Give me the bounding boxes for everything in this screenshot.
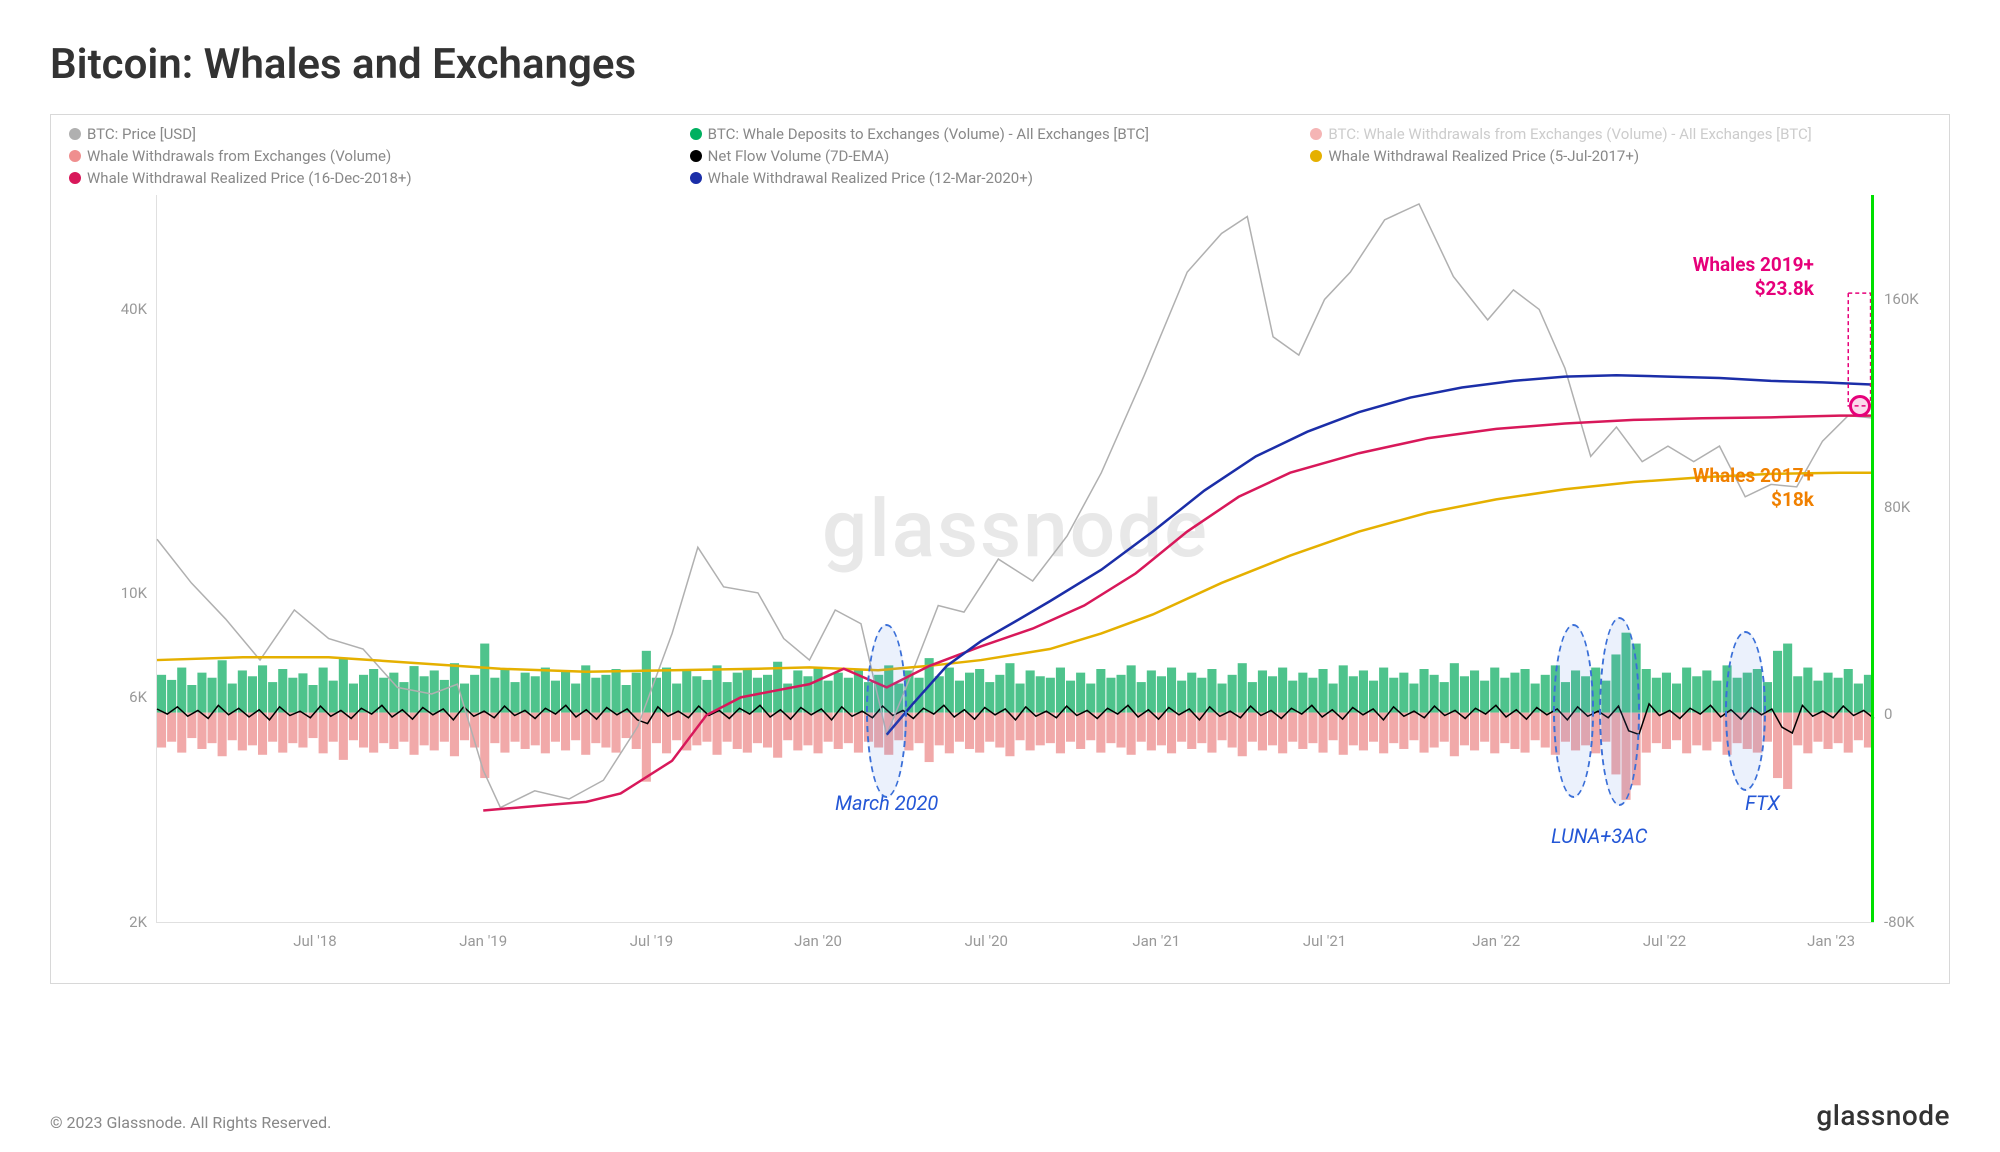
x-axis-tick: Jan '20 bbox=[794, 932, 842, 950]
legend-item: BTC: Whale Withdrawals from Exchanges (V… bbox=[1310, 125, 1931, 143]
legend-swatch bbox=[69, 128, 81, 140]
legend-label: Whale Withdrawal Realized Price (16-Dec-… bbox=[87, 169, 412, 187]
legend-item: Net Flow Volume (7D-EMA) bbox=[690, 147, 1311, 165]
legend-swatch bbox=[690, 128, 702, 140]
legend-swatch bbox=[69, 172, 81, 184]
legend-swatch bbox=[69, 150, 81, 162]
legend-label: Whale Withdrawals from Exchanges (Volume… bbox=[87, 147, 391, 165]
y-axis-tick-left: 2K bbox=[129, 913, 147, 931]
x-axis-tick: Jul '22 bbox=[1643, 932, 1686, 950]
x-axis-tick: Jul '20 bbox=[965, 932, 1008, 950]
legend-label: Net Flow Volume (7D-EMA) bbox=[708, 147, 890, 165]
legend-label: Whale Withdrawal Realized Price (5-Jul-2… bbox=[1328, 147, 1639, 165]
x-axis-tick: Jan '23 bbox=[1807, 932, 1855, 950]
chart-svg bbox=[157, 195, 1874, 922]
legend-swatch bbox=[1310, 128, 1322, 140]
event-ellipse bbox=[1553, 624, 1594, 798]
legend-item: BTC: Price [USD] bbox=[69, 125, 690, 143]
y-axis-tick-right: 0 bbox=[1884, 705, 1892, 723]
right-axis-bar bbox=[1871, 195, 1874, 922]
x-axis-tick: Jul '18 bbox=[293, 932, 336, 950]
legend-swatch bbox=[1310, 150, 1322, 162]
y-axis-tick-right: 80K bbox=[1884, 498, 1910, 516]
legend-item: Whale Withdrawals from Exchanges (Volume… bbox=[69, 147, 690, 165]
chart-title: Bitcoin: Whales and Exchanges bbox=[50, 40, 1950, 89]
legend-label: BTC: Whale Deposits to Exchanges (Volume… bbox=[708, 125, 1149, 143]
y-axis-tick-left: 6K bbox=[129, 688, 147, 706]
x-axis-tick: Jan '21 bbox=[1132, 932, 1180, 950]
x-axis-tick: Jan '22 bbox=[1472, 932, 1520, 950]
legend-swatch bbox=[690, 172, 702, 184]
annotation-whales-2017: Whales 2017+$18k bbox=[1693, 464, 1814, 512]
y-axis-tick-left: 40K bbox=[121, 300, 147, 318]
legend-label: BTC: Whale Withdrawals from Exchanges (V… bbox=[1328, 125, 1811, 143]
x-axis-tick: Jul '19 bbox=[630, 932, 673, 950]
legend-item: Whale Withdrawal Realized Price (16-Dec-… bbox=[69, 169, 690, 187]
chart-container: BTC: Price [USD] Whale Withdrawals from E… bbox=[50, 114, 1950, 984]
y-axis-tick-right: 160K bbox=[1884, 290, 1919, 308]
brand-logo: glassnode bbox=[1816, 1099, 1950, 1132]
y-axis-tick-right: -80K bbox=[1884, 913, 1914, 931]
event-ellipse bbox=[1725, 631, 1766, 791]
copyright-text: © 2023 Glassnode. All Rights Reserved. bbox=[50, 1113, 331, 1132]
annotation-pink-circle bbox=[1849, 395, 1871, 417]
legend-item: Whale Withdrawal Realized Price (5-Jul-2… bbox=[1310, 147, 1931, 165]
x-axis-tick: Jan '19 bbox=[459, 932, 507, 950]
legend: BTC: Price [USD] Whale Withdrawals from E… bbox=[51, 115, 1949, 193]
legend-swatch bbox=[690, 150, 702, 162]
legend-label: Whale Withdrawal Realized Price (12-Mar-… bbox=[708, 169, 1033, 187]
annotation-whales-2019: Whales 2019+$23.8k bbox=[1693, 253, 1814, 301]
annotation-event: FTX bbox=[1745, 791, 1780, 815]
plot-area: glassnode 2K6K10K40K-80K080K160KJul '18J… bbox=[156, 195, 1874, 923]
legend-item: Whale Withdrawal Realized Price (12-Mar-… bbox=[690, 169, 1311, 187]
legend-item: BTC: Whale Deposits to Exchanges (Volume… bbox=[690, 125, 1311, 143]
footer: © 2023 Glassnode. All Rights Reserved. g… bbox=[50, 1099, 1950, 1132]
legend-label: BTC: Price [USD] bbox=[87, 125, 196, 143]
y-axis-tick-left: 10K bbox=[121, 584, 147, 602]
x-axis-tick: Jul '21 bbox=[1303, 932, 1346, 950]
annotation-event: LUNA+3AC bbox=[1551, 824, 1647, 848]
